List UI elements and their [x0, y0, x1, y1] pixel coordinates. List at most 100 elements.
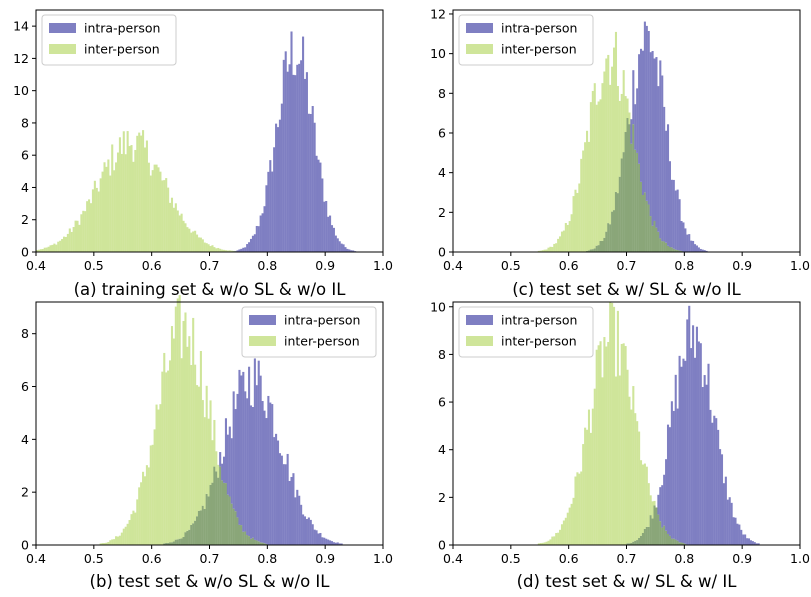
bar-inter-person	[147, 467, 150, 545]
bar-inter-person	[578, 183, 581, 252]
bar-intra-person	[661, 485, 664, 528]
bar-inter-person	[547, 247, 550, 252]
bar-overlap	[672, 538, 675, 545]
y-tick-label: 0	[438, 245, 446, 260]
bar-overlap	[661, 527, 664, 545]
bar-inter-person	[560, 524, 564, 545]
bar-intra-person	[244, 247, 247, 252]
x-tick-label: 1.0	[373, 551, 393, 566]
bar-intra-person	[338, 543, 341, 545]
bar-overlap	[199, 510, 202, 545]
bar-overlap	[194, 520, 197, 545]
bar-inter-person	[582, 150, 585, 252]
bar-intra-person	[724, 476, 727, 545]
bar-inter-person	[149, 445, 152, 545]
bar-intra-person	[330, 541, 334, 545]
bar-intra-person	[284, 51, 287, 252]
bar-inter-person	[643, 463, 646, 529]
bar-inter-person	[115, 162, 118, 252]
bar-inter-person	[134, 512, 137, 545]
y-tick-label: 6	[438, 125, 446, 140]
bar-inter-person	[59, 240, 62, 252]
bar-overlap	[605, 231, 608, 252]
bar-intra-person	[321, 537, 324, 545]
bar-overlap	[221, 480, 224, 545]
bar-overlap	[192, 523, 195, 545]
bar-inter-person	[599, 341, 602, 545]
bar-inter-person	[213, 247, 216, 252]
bar-inter-person	[618, 100, 621, 177]
bar-inter-person	[99, 178, 102, 252]
bar-intra-person	[638, 54, 641, 164]
bar-inter-person	[122, 528, 125, 545]
bar-intra-person	[290, 31, 293, 252]
bar-inter-person	[182, 320, 185, 537]
bar-inter-person	[105, 166, 108, 252]
bar-intra-person	[674, 190, 677, 250]
y-tick-label: 0	[21, 245, 29, 260]
bar-intra-person	[701, 249, 704, 252]
bar-overlap	[217, 477, 220, 545]
x-tick-label: 0.6	[559, 551, 579, 566]
bar-inter-person	[145, 465, 148, 545]
bar-intra-person	[672, 410, 675, 539]
bar-intra-person	[686, 319, 689, 545]
bar-intra-person	[682, 222, 685, 252]
bar-intra-person	[630, 119, 633, 144]
bar-inter-person	[95, 187, 98, 252]
bar-intra-person	[253, 358, 256, 540]
bar-inter-person	[618, 375, 621, 545]
bar-intra-person	[703, 250, 706, 252]
bar-overlap	[170, 542, 174, 545]
bar-intra-person	[334, 542, 337, 545]
bar-inter-person	[151, 444, 154, 545]
bar-overlap	[259, 542, 262, 545]
bar-overlap	[246, 535, 249, 545]
bar-inter-person	[607, 54, 610, 224]
bar-inter-person	[607, 341, 610, 545]
bar-inter-person	[172, 338, 175, 542]
bar-intra-person	[655, 57, 658, 228]
bar-intra-person	[690, 348, 693, 545]
bar-inter-person	[605, 346, 608, 545]
bar-overlap	[163, 543, 166, 545]
bar-intra-person	[699, 343, 702, 545]
bar-intra-person	[730, 502, 733, 545]
bar-inter-person	[105, 542, 108, 545]
bar-intra-person	[668, 161, 671, 248]
bar-overlap	[651, 518, 654, 545]
bar-overlap	[205, 493, 208, 545]
bar-inter-person	[155, 164, 158, 252]
bar-overlap	[593, 248, 596, 252]
bar-overlap	[176, 539, 179, 545]
bar-inter-person	[551, 246, 554, 252]
bar-inter-person	[57, 241, 60, 252]
bar-inter-person	[155, 404, 158, 545]
bar-inter-person	[537, 250, 540, 252]
bar-intra-person	[674, 374, 677, 540]
bar-inter-person	[53, 243, 56, 252]
bar-inter-person	[559, 529, 562, 545]
bar-overlap	[186, 530, 189, 545]
bar-intra-person	[313, 529, 316, 545]
x-tick-label: 1.0	[373, 258, 393, 273]
bar-inter-person	[93, 180, 96, 252]
bar-intra-person	[734, 517, 737, 545]
bar-overlap	[586, 250, 589, 252]
bar-inter-person	[194, 364, 197, 521]
bar-inter-person	[653, 500, 656, 506]
x-tick-label: 0.7	[617, 551, 637, 566]
bar-inter-person	[49, 245, 52, 252]
bar-overlap	[248, 536, 251, 545]
bar-inter-person	[130, 514, 133, 545]
bar-overlap	[628, 543, 631, 545]
bar-intra-person	[224, 418, 227, 484]
x-tick-label: 0.9	[315, 551, 335, 566]
bar-inter-person	[130, 145, 133, 252]
legend-label: intra-person	[84, 21, 160, 36]
bar-inter-person	[580, 158, 583, 252]
bar-overlap	[645, 526, 648, 545]
bar-inter-person	[584, 142, 587, 252]
bar-intra-person	[641, 50, 644, 196]
bar-inter-person	[196, 234, 199, 252]
